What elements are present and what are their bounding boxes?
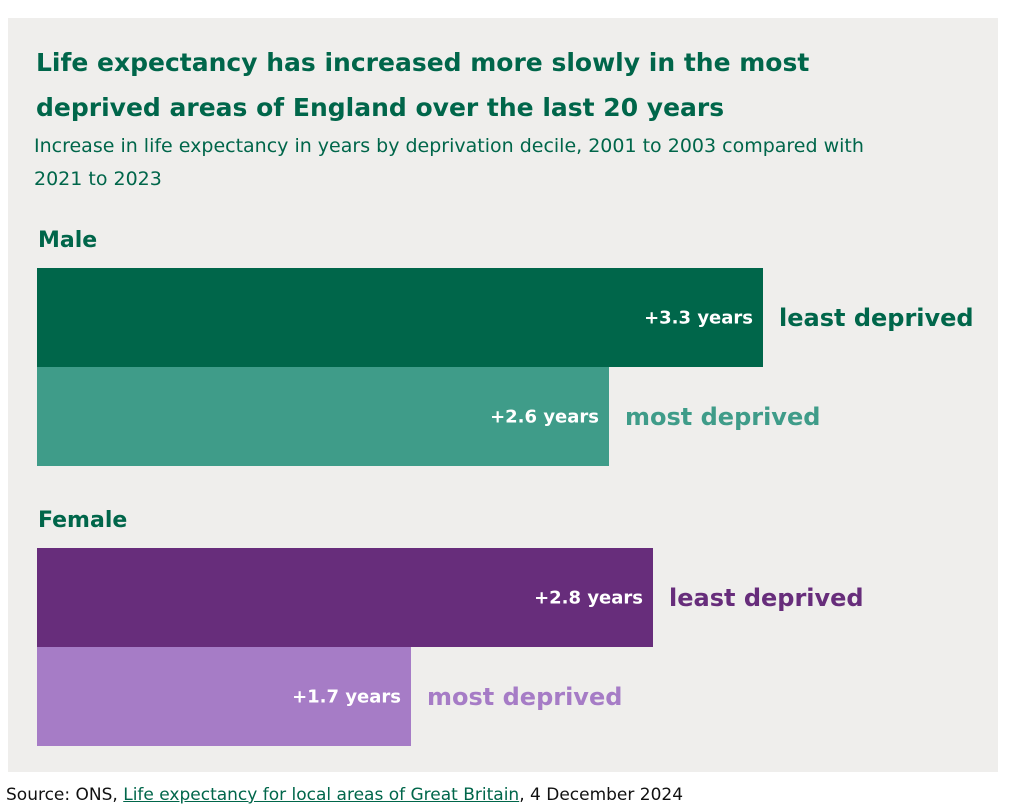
category-label: least deprived — [669, 584, 864, 612]
category-label: least deprived — [779, 304, 974, 332]
chart-panel: Life expectancy has increased more slowl… — [8, 18, 998, 772]
data-label: +2.6 years — [490, 406, 599, 427]
data-label: +1.7 years — [292, 686, 401, 707]
source-link[interactable]: Life expectancy for local areas of Great… — [123, 785, 520, 805]
chart-title: Life expectancy has increased more slowl… — [36, 48, 810, 122]
group-label-female: Female — [38, 508, 128, 533]
category-label: most deprived — [625, 403, 821, 431]
source-prefix: Source: ONS, — [6, 785, 124, 805]
category-label: most deprived — [427, 683, 623, 711]
source-suffix: , 4 December 2024 — [519, 785, 684, 805]
data-label: +3.3 years — [644, 307, 753, 328]
bar-male-least-deprived: +3.3 years — [37, 268, 763, 367]
chart-subtitle: Increase in life expectancy in years by … — [34, 135, 864, 190]
data-label: +2.8 years — [534, 587, 643, 608]
bar-male-most-deprived: +2.6 years — [37, 367, 609, 466]
bar-female-most-deprived: +1.7 years — [37, 647, 411, 746]
source-note: Source: ONS, Life expectancy for local a… — [6, 785, 683, 805]
group-label-male: Male — [38, 228, 98, 253]
bar-female-least-deprived: +2.8 years — [37, 548, 653, 647]
